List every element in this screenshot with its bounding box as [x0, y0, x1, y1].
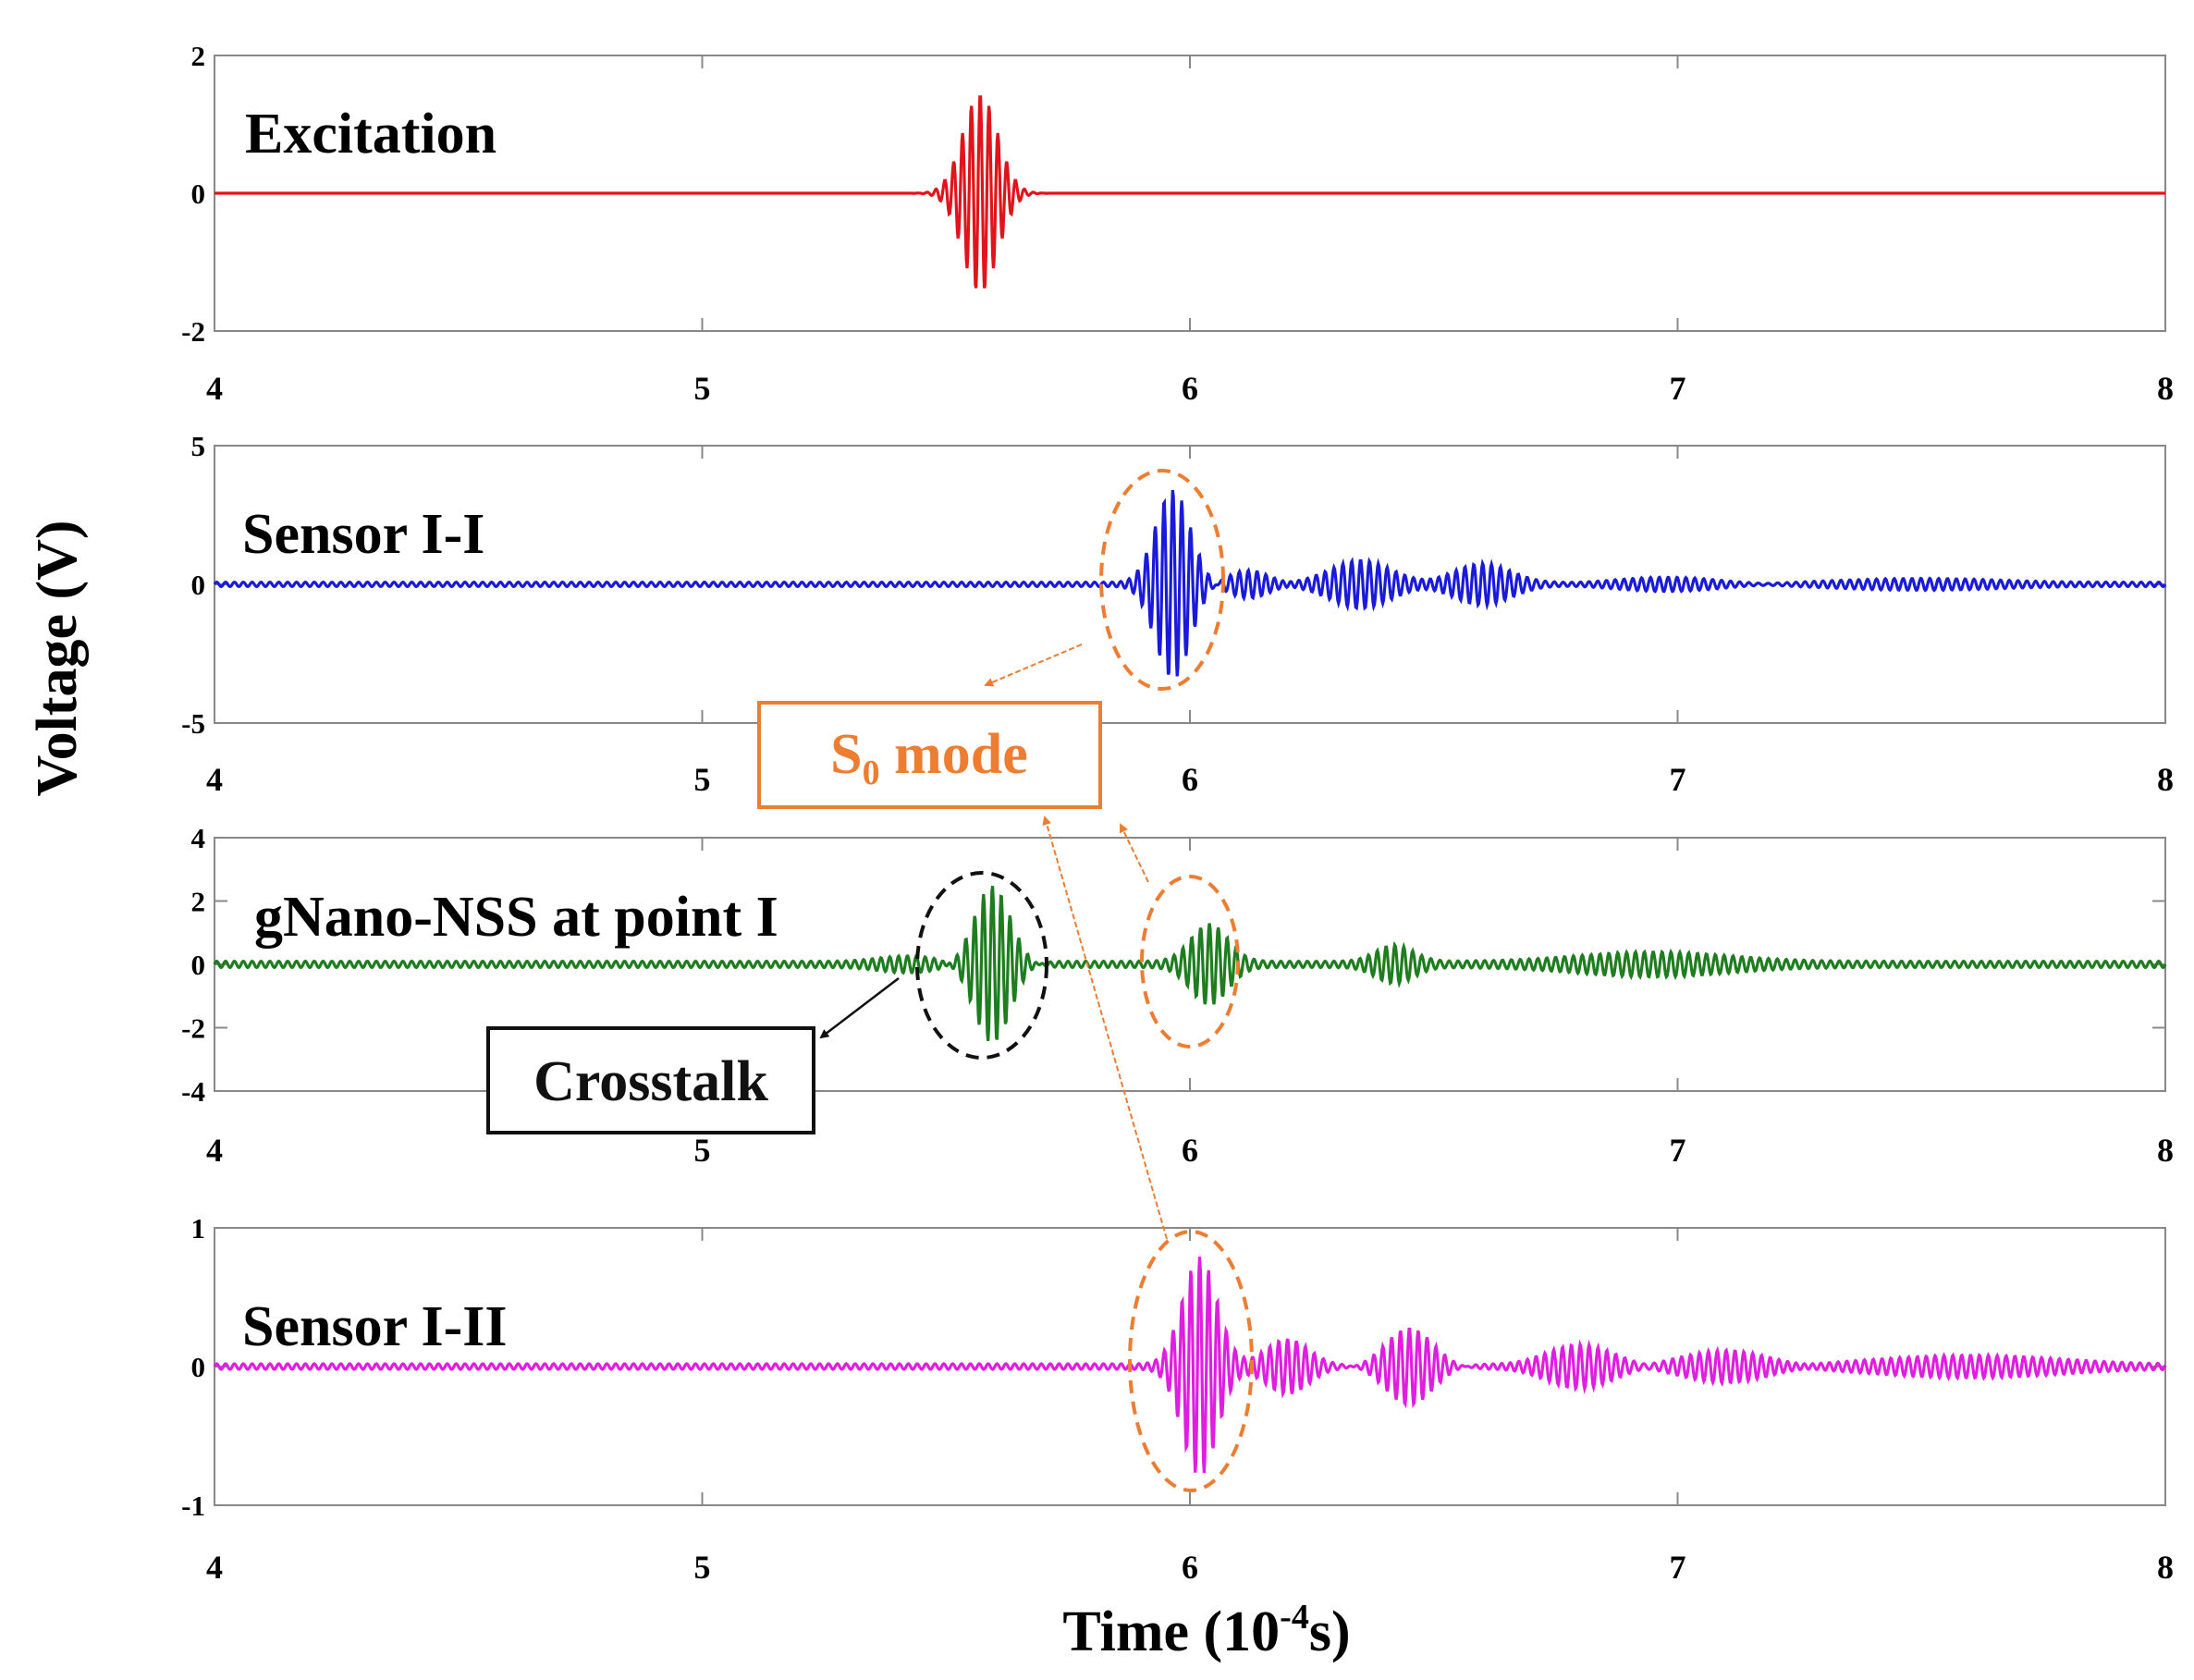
x-tick-label: 4 [206, 1132, 223, 1169]
y-tick-label: 4 [191, 822, 206, 854]
x-tick-label: 6 [1182, 1132, 1198, 1169]
x-tick-label: 6 [1182, 1549, 1198, 1586]
x-tick-label: 4 [206, 761, 223, 798]
panel-label: gNano-NSS at point I [254, 886, 778, 949]
panel-2: 4 5 6 7 8 -4 -2 0 2 4 gNano-NSS at point I [181, 822, 2174, 1169]
x-tick-label: 8 [2157, 370, 2174, 407]
x-tick-label: 7 [1670, 1549, 1686, 1586]
panel-label: Sensor I-II [242, 1295, 508, 1358]
s0-arrow-from-sensor-i-ii [1042, 815, 1168, 1240]
y-tick-label: 2 [191, 886, 206, 918]
x-tick-label: 5 [694, 761, 711, 798]
crosstalk-label: Crosstalk [533, 1050, 768, 1113]
crosstalk-arrow [819, 977, 900, 1039]
y-tick-label: -1 [181, 1490, 205, 1522]
panel-0: 4 5 6 7 8 -2 0 2 Excitation [181, 40, 2174, 407]
series-line [214, 95, 2165, 288]
y-tick-label: -2 [181, 315, 205, 348]
s0-mode-label: S0 mode [830, 723, 1028, 792]
s0-arrow-from-gnano [1119, 823, 1149, 883]
x-tick-label: 8 [2157, 1549, 2174, 1586]
series-line [213, 1257, 2167, 1474]
x-tick-label: 6 [1182, 761, 1198, 798]
s0-mode-box [757, 701, 1102, 809]
series-line [213, 489, 2167, 677]
s0-ellipse-sensor-i-ii [1128, 1230, 1254, 1492]
y-tick-label: -5 [181, 707, 205, 740]
y-tick-label: 0 [191, 1351, 206, 1383]
x-tick-label: 8 [2157, 1132, 2174, 1169]
x-tick-label: 6 [1182, 370, 1198, 407]
x-tick-label: 7 [1670, 370, 1686, 407]
series-line [213, 885, 2167, 1041]
y-tick-label: 0 [191, 569, 206, 601]
annotations: S0 mode Crosstalk [486, 469, 1254, 1492]
x-tick-label: 4 [206, 1549, 223, 1586]
crosstalk-box [486, 1026, 815, 1134]
x-tick-label: 5 [694, 1132, 711, 1169]
s0-arrow-from-sensor-i-i [984, 644, 1083, 687]
x-tick-label: 5 [694, 370, 711, 407]
y-tick-label: 5 [191, 430, 206, 462]
y-tick-label: -4 [181, 1075, 205, 1108]
s0-ellipse-gnano [1140, 875, 1240, 1048]
y-tick-label: -2 [181, 1012, 205, 1045]
panel-label: Sensor I-I [242, 503, 484, 566]
s0-ellipse-sensor-i-i [1099, 469, 1225, 691]
x-tick-label: 7 [1670, 761, 1686, 798]
y-tick-label: 1 [191, 1212, 206, 1245]
x-tick-label: 4 [206, 370, 223, 407]
panel-3: 4 5 6 7 8 -1 0 1 Sensor I-II [181, 1212, 2174, 1586]
y-tick-label: 0 [191, 949, 206, 981]
panel-label: Excitation [245, 103, 496, 166]
y-tick-label: 0 [191, 178, 206, 210]
x-tick-label: 8 [2157, 761, 2174, 798]
y-axis-label: Voltage (V) [26, 520, 89, 796]
x-tick-label: 7 [1670, 1132, 1686, 1169]
y-tick-label: 2 [191, 40, 206, 72]
x-axis-label: Time (10-4s) [1062, 1598, 1350, 1663]
crosstalk-ellipse [915, 871, 1048, 1060]
x-tick-label: 5 [694, 1549, 711, 1586]
panel-1: 4 5 6 7 8 -5 0 5 Sensor I-I [181, 430, 2174, 798]
